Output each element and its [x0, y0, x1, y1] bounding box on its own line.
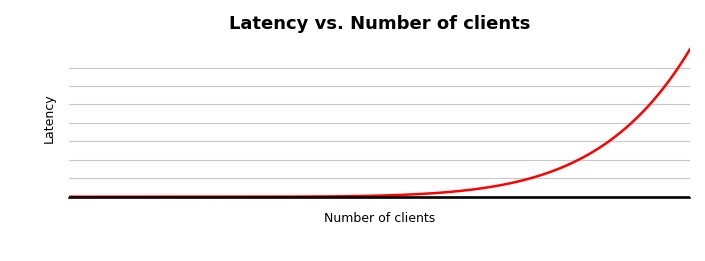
Y-axis label: Latency: Latency [43, 93, 56, 143]
Title: Latency vs. Number of clients: Latency vs. Number of clients [228, 15, 530, 33]
X-axis label: Number of clients: Number of clients [324, 212, 435, 225]
